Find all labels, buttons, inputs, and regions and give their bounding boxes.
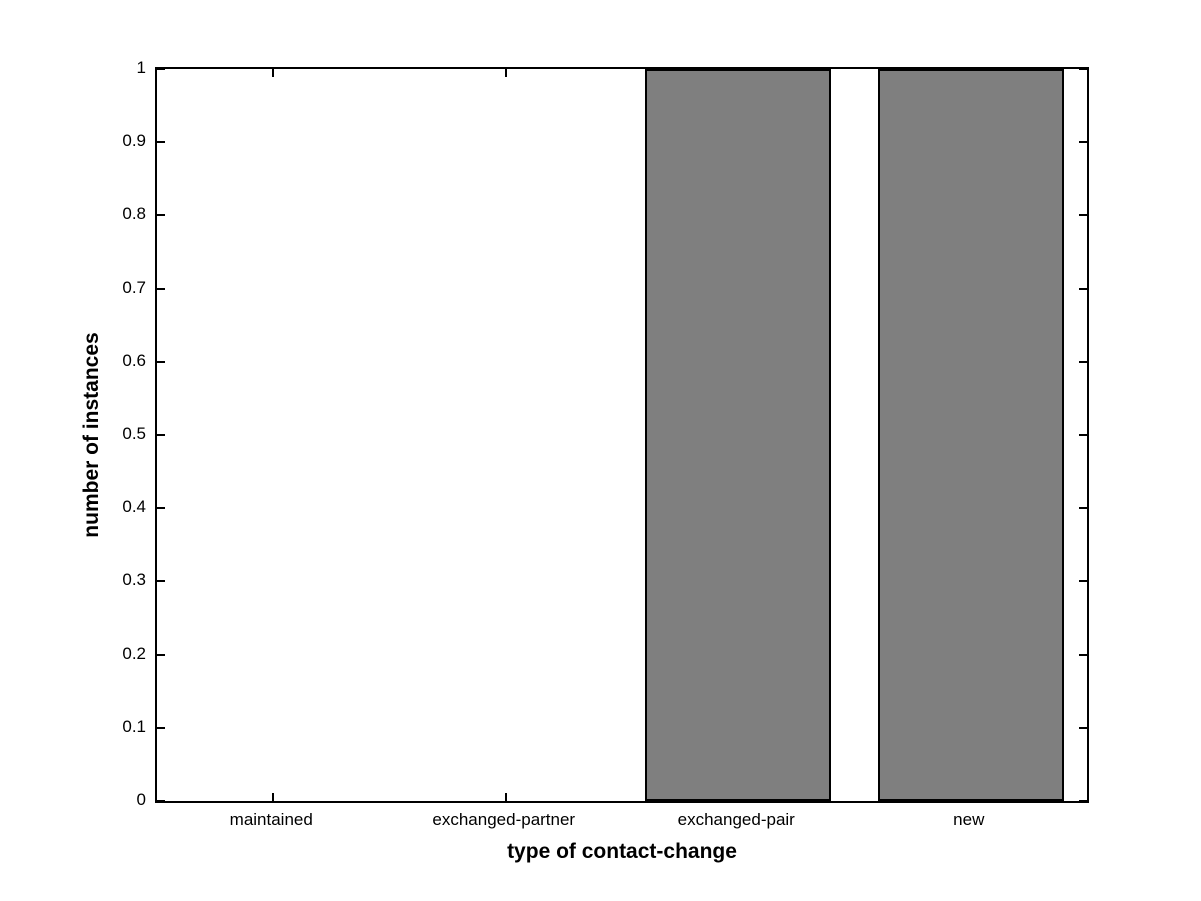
x-tick-mark	[272, 793, 275, 801]
y-tick-label: 0.5	[122, 424, 146, 443]
y-tick-label: 0.6	[122, 350, 146, 370]
y-tick-label: 1	[136, 58, 146, 77]
x-tick-label: exchanged-pair	[677, 810, 795, 829]
y-tick-label: 0.1	[122, 716, 146, 736]
y-tick-mark	[1079, 800, 1087, 802]
x-axis-tick-labels: maintained exchanged-partner exchanged-pai…	[155, 807, 1089, 833]
y-tick-mark	[1079, 653, 1087, 656]
y-tick-label: 0.7	[122, 277, 146, 297]
bar-new	[877, 69, 1064, 801]
y-tick-mark	[157, 434, 165, 436]
y-tick-label: 0.2	[122, 643, 146, 663]
y-axis-tick-labels: 0 0.1 0.2 0.3 0.4 0.5 0.6 0.7 0.8 0.9 1	[0, 58, 146, 809]
y-tick-mark	[1079, 434, 1087, 436]
y-tick-label: 0.8	[122, 204, 146, 224]
y-tick-mark	[157, 507, 165, 510]
x-axis-title: type of contact-change	[507, 840, 737, 863]
y-tick-mark	[157, 287, 165, 290]
y-tick-mark	[157, 68, 165, 70]
x-tick-label: exchanged-partner	[432, 810, 576, 829]
x-tick-label: new	[953, 810, 985, 829]
plot-area	[155, 67, 1089, 803]
y-tick-mark	[157, 726, 165, 729]
x-tick-mark	[504, 793, 507, 801]
x-tick-mark	[272, 69, 275, 77]
x-tick-label: maintained	[229, 810, 313, 829]
y-tick-mark	[157, 800, 165, 802]
bar-exchanged-pair	[645, 69, 832, 801]
y-tick-mark	[1079, 726, 1087, 729]
y-tick-mark	[1079, 507, 1087, 510]
y-tick-mark	[1079, 68, 1087, 70]
y-axis-title: number of instances	[80, 332, 103, 538]
y-tick-mark	[1079, 141, 1087, 144]
y-tick-mark	[1079, 580, 1087, 583]
y-tick-mark	[1079, 287, 1087, 290]
y-tick-label: 0.4	[122, 497, 146, 517]
y-tick-mark	[157, 653, 165, 656]
y-tick-mark	[1079, 214, 1087, 217]
x-tick-mark	[504, 69, 507, 77]
y-tick-mark	[157, 141, 165, 144]
y-tick-label: 0.3	[122, 570, 146, 590]
y-tick-mark	[157, 214, 165, 217]
y-tick-mark	[1079, 360, 1087, 363]
y-tick-mark	[157, 580, 165, 583]
y-tick-mark	[157, 360, 165, 363]
y-tick-label: 0.9	[122, 131, 146, 151]
y-tick-label: 0	[136, 790, 146, 809]
